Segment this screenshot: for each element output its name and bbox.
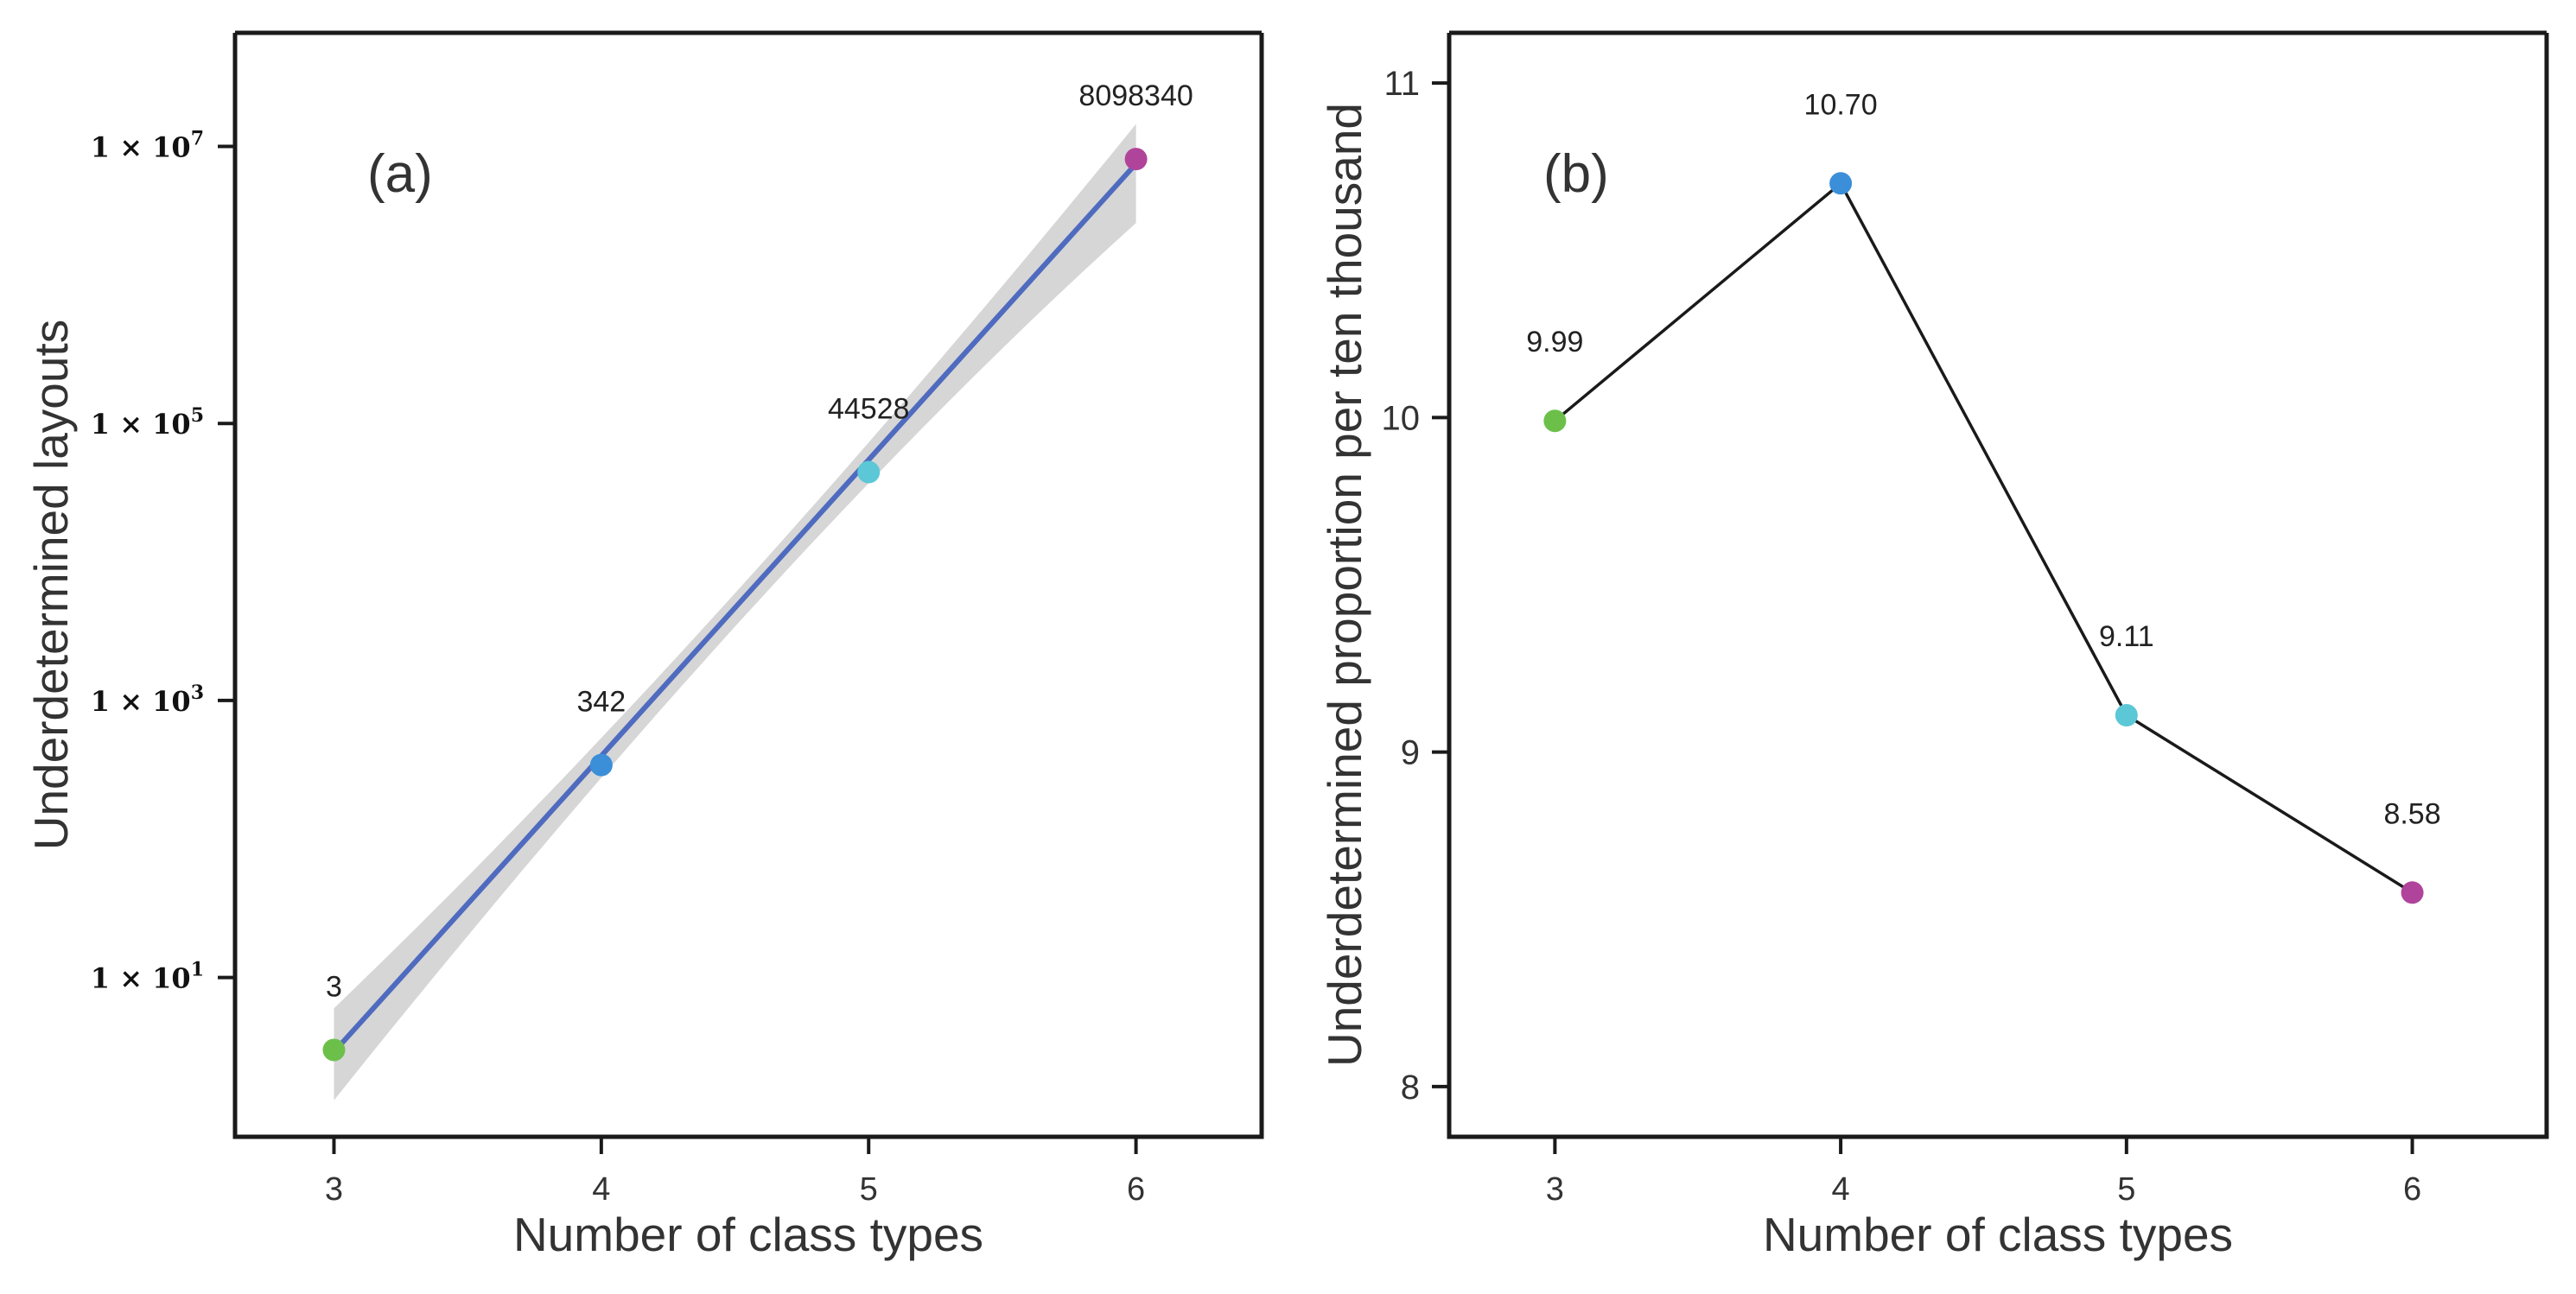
panel-a-point [589,753,613,777]
panel-b-series-line [1554,181,2414,894]
panel-b-axes-frame [1447,33,2549,1139]
panel-b-data-label: 10.70 [1804,88,1878,121]
panel-a-chart: 3 342 44528 8098340 3 4 5 6 1 × 101 1 × 103 1 × … [24,30,1264,1261]
panel-b-point [1543,409,1567,433]
panel-b-x-tick-label: 6 [2403,1171,2421,1208]
panel-b-y-tick-label: 10 [1382,399,1421,437]
panel-b-label: (b) [1543,144,1609,204]
panel-a-label: (a) [367,144,433,204]
panel-a-y-tick-label: 1 × 107 [91,127,204,163]
panel-a-confidence-band [334,124,1136,1101]
panel-b-x-tick-label: 5 [2117,1171,2135,1208]
panel-a-x-tick-label: 3 [325,1171,343,1208]
panel-a-data-label: 3 [326,970,342,1003]
panel-a-x-tick-label: 4 [592,1171,610,1208]
panel-b-point [2401,881,2424,904]
panel-b-y-tick-label: 8 [1401,1069,1420,1107]
panel-a-y-tick-label: 1 × 103 [91,682,204,718]
panel-a-data-label: 44528 [828,393,910,426]
panel-b-data-label: 8.58 [2383,797,2440,830]
panel-b-y-axis-title: Underdetermined proportion per ten thous… [1318,103,1371,1067]
panel-b-x-tick-label: 3 [1546,1171,1564,1208]
panel-a-x-axis-title: Number of class types [513,1208,983,1261]
panel-a-x-tick-label: 6 [1127,1171,1145,1208]
panel-a-data-label: 8098340 [1078,79,1193,112]
panel-a-axes-frame [232,33,1264,1139]
panel-b-chart: 9.99 10.70 9.11 8.58 3 4 5 6 8 9 10 11 (b) Number… [1318,30,2549,1261]
panel-a-y-tick-label: 1 × 105 [91,404,204,441]
panel-a-y-tick-label: 1 × 101 [91,959,204,995]
panel-a-point [1124,148,1148,171]
panel-b-point [2115,704,2138,727]
panel-a-fit-line [331,161,1139,1055]
panel-a-y-axis-title: Underdetermined layouts [24,320,78,851]
panel-b-data-label: 9.11 [2099,620,2154,653]
panel-b-data-label: 9.99 [1526,326,1583,358]
panel-a-x-tick-label: 5 [860,1171,878,1208]
panel-a-data-label: 342 [576,686,626,719]
panel-b-x-axis-title: Number of class types [1763,1208,2233,1261]
panel-b-y-tick-label: 9 [1401,734,1420,772]
panel-b-y-tick-label: 11 [1383,65,1420,103]
panel-a-point [857,460,881,484]
panel-a-point [322,1038,346,1062]
panel-b-point [1829,172,1853,195]
panel-b-plot-area [1449,33,2547,1137]
panel-b-x-tick-label: 4 [1832,1171,1850,1208]
